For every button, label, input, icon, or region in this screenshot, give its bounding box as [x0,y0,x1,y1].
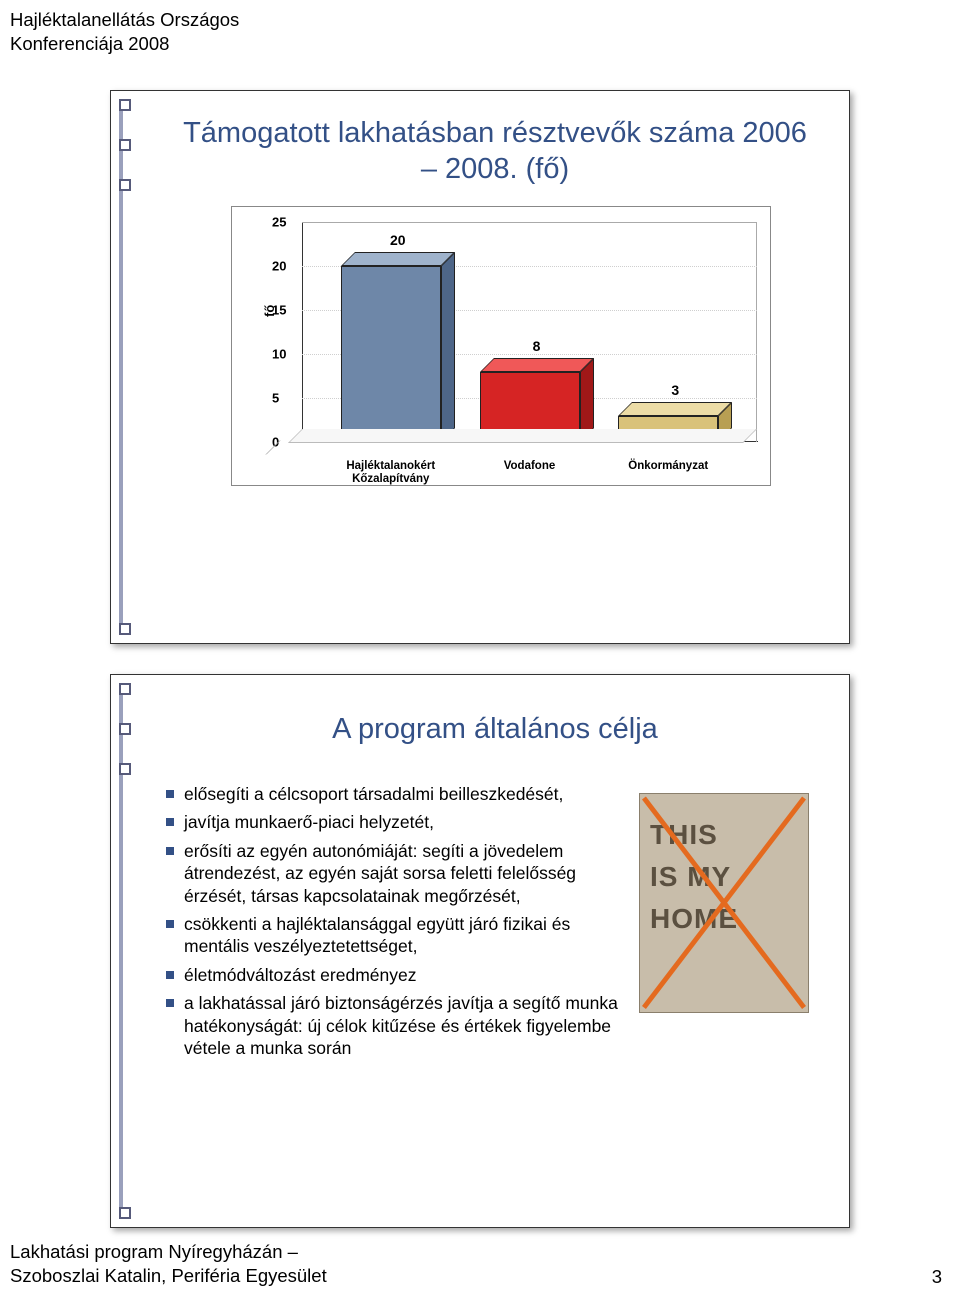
slide-bullets: A program általános célja elősegíti a cé… [110,674,850,1228]
bar-value-label: 3 [671,382,679,398]
page-footer: Lakhatási program Nyíregyházán – Szobosz… [10,1240,327,1288]
bullet-item: életmódváltozást eredményez [166,964,636,986]
ytick-label: 25 [272,215,286,230]
x-category-label: HajléktalanokértKőzalapítvány [321,460,461,486]
ytick-label: 5 [272,391,279,406]
ytick-label: 10 [272,347,286,362]
x-category-label: Önkormányzat [598,460,738,473]
slide2-title: A program általános célja [171,713,819,746]
ytick-label: 20 [272,259,286,274]
slide-rail [119,99,131,635]
slide1-title: Támogatott lakhatásban résztvevők száma … [171,115,819,188]
header-line1: Hajléktalanellátás Országos [10,8,239,32]
bullet-item: csökkenti a hajléktalansággal együtt jár… [166,913,636,958]
header-line2: Konferenciája 2008 [10,32,239,56]
x-category-label: Vodafone [460,460,600,473]
bar [341,266,441,442]
slide-chart: Támogatott lakhatásban résztvevők száma … [110,90,850,644]
bullet-item: javítja munkaerő-piaci helyzetét, [166,811,636,833]
bullet-list: elősegíti a célcsoport társadalmi beille… [166,783,636,1065]
bar-chart: fő 051015202520HajléktalanokértKőzalapít… [231,206,771,486]
ytick-label: 15 [272,303,286,318]
bullet-item: elősegíti a célcsoport társadalmi beille… [166,783,636,805]
cross-icon [640,794,808,1011]
crossed-image: THIS IS MY HOME [639,793,809,1013]
footer-line2: Szoboszlai Katalin, Periféria Egyesület [10,1264,327,1288]
page-number: 3 [932,1266,942,1288]
bar-value-label: 20 [390,232,406,248]
footer-line1: Lakhatási program Nyíregyházán – [10,1240,327,1264]
bullet-item: a lakhatással járó biztonságérzés javítj… [166,992,636,1059]
bullet-item: erősíti az egyén autonómiáját: segíti a … [166,840,636,907]
slide-rail [119,683,131,1219]
bar-value-label: 8 [533,338,541,354]
page-header: Hajléktalanellátás Országos Konferenciáj… [10,8,239,56]
